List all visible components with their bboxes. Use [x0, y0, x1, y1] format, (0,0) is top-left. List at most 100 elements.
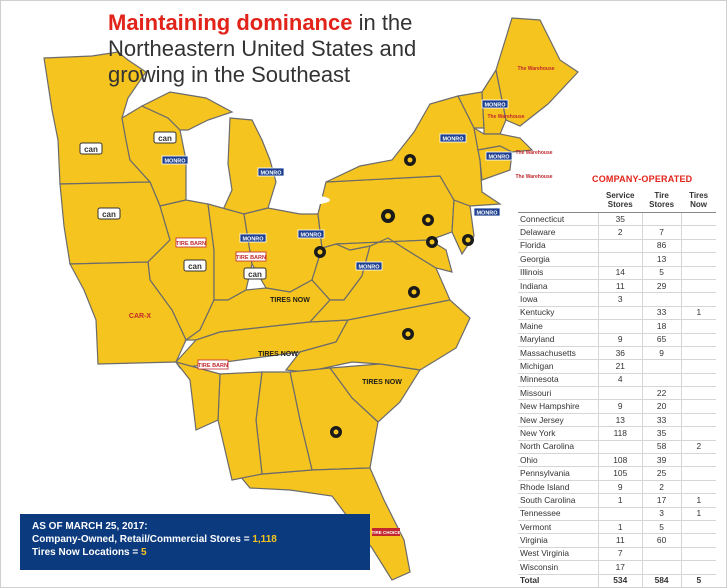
table-row: Iowa 3: [518, 292, 716, 307]
logo-tire-barn-il: TIRE BARN: [175, 237, 207, 248]
logo-monro-nj: MONRO: [473, 207, 501, 217]
tire-icon: [404, 154, 416, 166]
logo-warehouse-ma2: The Warehouse: [515, 174, 552, 180]
logo-car-x-mo: CAR-X: [129, 313, 151, 320]
logo-warehouse-text: The Warehouse: [487, 114, 524, 120]
table-row: Pennsylvania 105 25: [518, 466, 716, 481]
count-cell: 1: [680, 306, 716, 321]
state-name-cell: New Jersey: [518, 413, 599, 428]
logo-monro-text: MONRO: [164, 159, 186, 165]
state-name-cell: Iowa: [518, 292, 599, 307]
logo-can-il: can: [183, 259, 207, 272]
count-cell: [680, 386, 716, 401]
table-header-row: Service Stores Tire Stores Tires Now: [518, 191, 716, 213]
count-cell: 2: [680, 440, 716, 455]
count-cell: [598, 252, 643, 267]
count-cell: [641, 359, 682, 374]
count-cell: 65: [641, 333, 682, 347]
state-connecticut: [477, 145, 513, 181]
total-label-cell: Total: [518, 573, 599, 587]
count-cell: 17: [598, 560, 643, 575]
logo-tires-now-tn: TIRES NOW: [258, 351, 298, 358]
count-cell: 33: [641, 413, 682, 428]
count-cell: 1: [680, 507, 716, 521]
table-row: Kentucky 33 1: [518, 306, 716, 321]
count-cell: [598, 319, 643, 334]
count-cell: [680, 560, 716, 575]
count-cell: 108: [598, 453, 643, 468]
count-cell: [680, 547, 716, 562]
logo-monro-mi: MONRO: [257, 167, 285, 177]
logo-can-text: can: [102, 210, 116, 219]
count-cell: 25: [641, 466, 682, 481]
count-cell: 9: [598, 333, 643, 347]
logo-can-mn: can: [79, 142, 103, 155]
logo-monro-ny: MONRO: [439, 133, 467, 143]
logo-tires-now-ky: TIRES NOW: [270, 297, 310, 304]
state-name-cell: Virginia: [518, 533, 599, 548]
logo-can-text: can: [84, 145, 98, 154]
count-cell: 39: [641, 453, 682, 468]
logo-warehouse-text: The Warehouse: [517, 66, 554, 72]
count-cell: 9: [641, 346, 682, 361]
logo-monro-in: MONRO: [239, 233, 267, 243]
table-row: Delaware 2 7: [518, 225, 716, 240]
logo-tire-barn-text: TIRE BARN: [176, 241, 206, 247]
count-cell: [680, 399, 716, 414]
state-name-cell: Pennsylvania: [518, 466, 599, 481]
count-cell: 86: [641, 239, 682, 254]
table-body: Connecticut 35 Delaware 2 7 Florida 86 Georgia 1…: [518, 212, 716, 587]
table-row: Maryland 9 65: [518, 333, 716, 347]
count-cell: [680, 533, 716, 548]
total-count-cell: 534: [598, 573, 643, 587]
state-name-cell: Connecticut: [518, 212, 599, 227]
count-cell: 11: [598, 279, 643, 294]
table-row: Missouri 22: [518, 386, 716, 401]
state-name-cell: Delaware: [518, 225, 599, 240]
count-cell: [680, 292, 716, 307]
logo-warehouse-text: The Warehouse: [515, 150, 552, 156]
column-header: [518, 191, 599, 213]
table-row: South Carolina 1 17 1: [518, 493, 716, 508]
logo-monro-ma: MONRO: [485, 151, 513, 161]
banner-tires-now-label: Tires Now Locations =: [32, 547, 142, 558]
lake-michigan: [212, 138, 224, 206]
table-row: Michigan 21: [518, 359, 716, 374]
count-cell: 18: [641, 319, 682, 334]
logo-monro-wv: MONRO: [355, 261, 383, 271]
logo-tire-barn-in: TIRE BARN: [235, 251, 267, 262]
banner-stores-label: Company-Owned, Retail/Commercial Stores …: [32, 534, 253, 545]
state-name-cell: Massachusetts: [518, 346, 599, 361]
logo-tires-now-sc: TIRES NOW: [362, 379, 402, 386]
state-name-cell: North Carolina: [518, 440, 599, 455]
state-name-cell: Minnesota: [518, 373, 599, 388]
table-row: North Carolina 58 2: [518, 440, 716, 455]
count-cell: 1: [598, 493, 643, 508]
count-cell: [680, 520, 716, 535]
state-new-jersey: [451, 199, 475, 256]
count-cell: 35: [598, 212, 643, 227]
count-cell: [598, 507, 643, 521]
headline-rest: in the Northeastern United States and gr…: [108, 10, 417, 87]
state-maryland: [335, 237, 453, 273]
state-name-cell: Vermont: [518, 520, 599, 535]
count-cell: 58: [641, 440, 682, 455]
count-cell: 36: [598, 346, 643, 361]
logo-tire-choice-fl: TIRE CHOICE: [371, 528, 401, 536]
table-row: Maine 18: [518, 319, 716, 334]
state-name-cell: Florida: [518, 239, 599, 254]
count-cell: 60: [641, 533, 682, 548]
count-cell: [680, 426, 716, 441]
logo-car-x-text: CAR-X: [129, 313, 151, 320]
state-name-cell: Maine: [518, 319, 599, 334]
logo-tires-now-text: TIRES NOW: [362, 379, 402, 386]
total-count-cell: 584: [641, 573, 682, 587]
table-row: Tennessee 3 1: [518, 507, 716, 521]
count-cell: [680, 212, 716, 227]
logo-can-ia: can: [97, 207, 121, 220]
count-cell: 7: [641, 225, 682, 240]
table-row: Georgia 13: [518, 252, 716, 267]
count-cell: [598, 440, 643, 455]
count-cell: 13: [598, 413, 643, 428]
